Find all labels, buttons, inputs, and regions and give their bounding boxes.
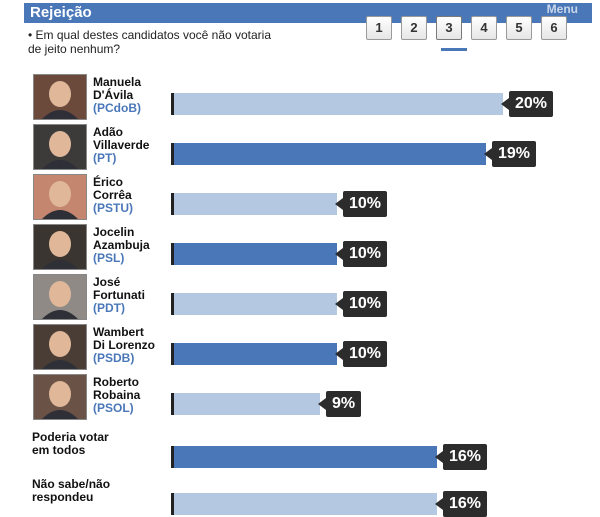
chart-bar	[171, 93, 503, 115]
photo-jose-icon	[33, 274, 87, 320]
candidate-name: Roberto Robaina (PSOL)	[93, 376, 173, 415]
page-title: Rejeição	[30, 4, 92, 21]
candidate-name: Manuela D'Ávila (PCdoB)	[93, 76, 173, 115]
candidate-last-name: Di Lorenzo	[93, 338, 155, 352]
page-5-button[interactable]: 5	[506, 16, 532, 40]
chart-bar	[171, 243, 337, 265]
chart-bar	[171, 193, 337, 215]
value-label: 10%	[334, 291, 388, 317]
candidate-first-name: Érico	[93, 175, 124, 189]
chart-bar	[171, 143, 486, 165]
candidate-name: José Fortunati (PDT)	[93, 276, 173, 315]
page-6-button[interactable]: 6	[541, 16, 567, 40]
category-label-line: Não sabe/não	[32, 477, 111, 491]
candidate-name: Adão Villaverde (PT)	[93, 126, 173, 165]
photo-erico-icon	[33, 174, 87, 220]
candidate-party: (PSDB)	[93, 351, 135, 365]
category-label: Não sabe/não respondeu	[32, 478, 152, 504]
candidate-name: Jocelin Azambuja (PSL)	[93, 226, 173, 265]
value-label: 10%	[334, 341, 388, 367]
question-text: • Em qual destes candidatos você não vot…	[28, 28, 272, 56]
value-label: 16%	[434, 491, 488, 517]
value-label: 16%	[434, 444, 488, 470]
active-page-indicator	[441, 48, 467, 51]
candidate-last-name: Robaina	[93, 388, 141, 402]
candidate-last-name: Fortunati	[93, 288, 145, 302]
value-label: 19%	[483, 141, 537, 167]
candidate-first-name: Wambert	[93, 325, 144, 339]
candidate-first-name: José	[93, 275, 121, 289]
candidate-party: (PT)	[93, 151, 117, 165]
chart-bar	[171, 446, 437, 468]
candidate-first-name: Adão	[93, 125, 123, 139]
category-label: Poderia votar em todos	[32, 431, 152, 457]
page-4-button[interactable]: 4	[471, 16, 497, 40]
candidate-first-name: Jocelin	[93, 225, 135, 239]
candidate-party: (PSOL)	[93, 401, 134, 415]
photo-wambert-icon	[33, 324, 87, 370]
candidate-first-name: Manuela	[93, 75, 142, 89]
page-2-button[interactable]: 2	[401, 16, 427, 40]
chart-bar	[171, 293, 337, 315]
candidate-party: (PDT)	[93, 301, 125, 315]
category-label-line: Poderia votar	[32, 430, 109, 444]
value-label: 10%	[334, 241, 388, 267]
page-1-button[interactable]: 1	[366, 16, 392, 40]
photo-roberto-icon	[33, 374, 87, 420]
candidate-name: Wambert Di Lorenzo (PSDB)	[93, 326, 173, 365]
category-label-line: respondeu	[32, 490, 94, 504]
value-label: 9%	[317, 391, 362, 417]
chart-bar	[171, 393, 320, 415]
candidate-party: (PSL)	[93, 251, 125, 265]
pager: 1 2 3 4 5 6	[366, 16, 567, 40]
photo-manuela-icon	[33, 74, 87, 120]
value-label: 10%	[334, 191, 388, 217]
candidate-party: (PSTU)	[93, 201, 133, 215]
candidate-last-name: D'Ávila	[93, 88, 134, 102]
photo-adao-icon	[33, 124, 87, 170]
candidate-party: (PCdoB)	[93, 101, 141, 115]
candidate-name: Érico Corrêa (PSTU)	[93, 176, 173, 215]
category-label-line: em todos	[32, 443, 86, 457]
candidate-last-name: Villaverde	[93, 138, 150, 152]
menu-link[interactable]: Menu	[546, 2, 578, 16]
photo-jocelin-icon	[33, 224, 87, 270]
chart-bar	[171, 493, 437, 515]
candidate-first-name: Roberto	[93, 375, 139, 389]
page-3-button[interactable]: 3	[436, 16, 462, 40]
candidate-last-name: Corrêa	[93, 188, 132, 202]
candidate-last-name: Azambuja	[93, 238, 150, 252]
value-label: 20%	[500, 91, 554, 117]
chart-bar	[171, 343, 337, 365]
